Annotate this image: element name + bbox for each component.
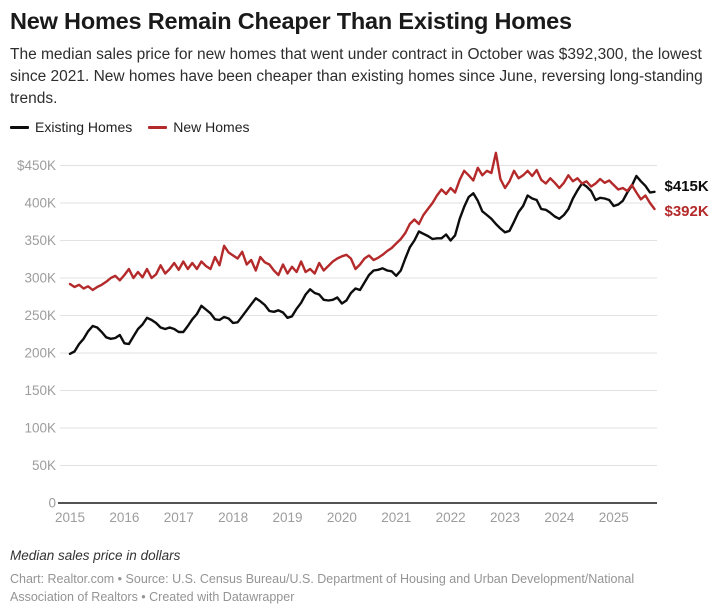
x-tick-label: 2015 xyxy=(55,510,85,525)
y-tick-label: 300K xyxy=(24,271,56,286)
x-tick-label: 2018 xyxy=(218,510,248,525)
x-tick-label: 2019 xyxy=(272,510,302,525)
y-tick-label: 350K xyxy=(24,233,56,248)
y-tick-label: 50K xyxy=(32,458,56,473)
y-tick-label: 0 xyxy=(48,496,56,511)
end-value-label: $392K xyxy=(665,203,709,220)
x-tick-label: 2017 xyxy=(164,510,194,525)
chart-canvas: $450K400K350K300K250K200K150K100K50K0201… xyxy=(17,151,709,525)
y-tick-label: 250K xyxy=(24,308,56,323)
page-title: New Homes Remain Cheaper Than Existing H… xyxy=(10,8,572,34)
x-tick-label: 2024 xyxy=(544,510,575,525)
y-tick-label: $450K xyxy=(17,158,56,173)
x-tick-label: 2025 xyxy=(599,510,629,525)
y-tick-label: 400K xyxy=(24,196,56,211)
series-line-new-homes xyxy=(68,151,656,292)
line-chart: $450K 400K 350K 300K 250K 200K 150K 100K 50K 0 201… xyxy=(0,140,720,535)
legend: Existing Homes New Homes xyxy=(10,119,250,135)
legend-label: Existing Homes xyxy=(35,119,133,135)
series-line-existing-homes xyxy=(68,174,656,356)
chart-subtitle: The median sales price for new homes tha… xyxy=(10,46,703,107)
y-tick-label: 150K xyxy=(24,383,56,398)
x-tick-label: 2023 xyxy=(490,510,520,525)
x-tick-label: 2022 xyxy=(436,510,466,525)
legend-item-existing-homes: Existing Homes xyxy=(10,119,132,135)
axis-note: Median sales price in dollars xyxy=(10,548,181,563)
x-tick-label: 2020 xyxy=(327,510,357,525)
x-tick-label: 2016 xyxy=(109,510,139,525)
end-value-label: $415K xyxy=(665,178,709,195)
source-credit: Chart: Realtor.com • Source: U.S. Census… xyxy=(10,572,635,605)
x-tick-label: 2021 xyxy=(381,510,411,525)
y-tick-label: 200K xyxy=(24,346,56,361)
legend-swatch-icon xyxy=(148,125,168,129)
y-tick-label: 100K xyxy=(24,421,56,436)
legend-swatch-icon xyxy=(10,125,29,129)
legend-label: New Homes xyxy=(173,119,250,135)
legend-item-new-homes: New Homes xyxy=(148,119,250,135)
